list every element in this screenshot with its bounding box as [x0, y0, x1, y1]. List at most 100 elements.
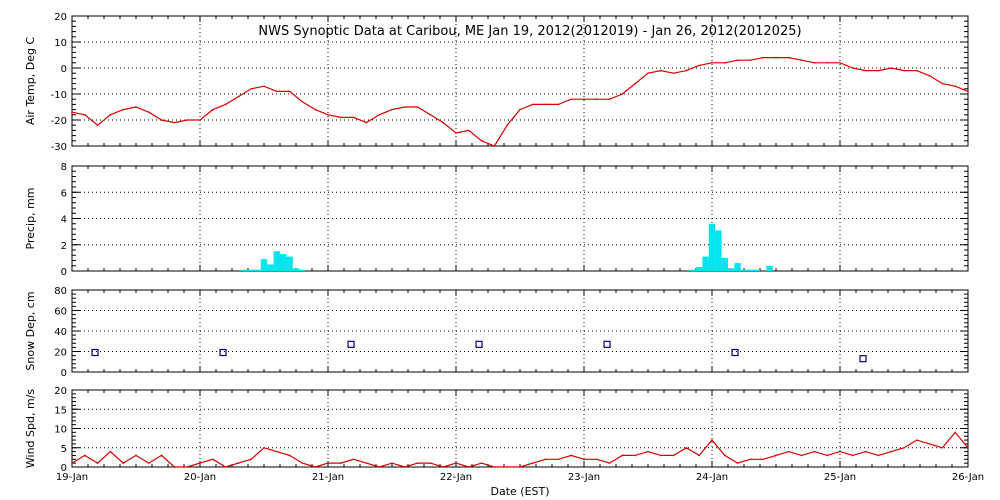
- panel-frame: [71, 165, 969, 272]
- y-tick-label: 10: [54, 38, 67, 49]
- temp-point: [468, 129, 470, 132]
- precip-bar: [696, 267, 703, 271]
- temp-point: [237, 95, 240, 98]
- wind-point: [378, 466, 381, 468]
- wind-point: [916, 439, 918, 441]
- wind-point: [941, 446, 944, 449]
- temp-point: [378, 114, 381, 116]
- temp-point: [276, 90, 278, 93]
- temp-point: [864, 69, 867, 72]
- temp-point: [634, 82, 636, 85]
- wind-point: [468, 466, 470, 468]
- temp-point: [391, 108, 393, 111]
- precip-bar: [740, 269, 748, 271]
- panel-snow: 80 60 40 20 0 Snow Dep, cm: [24, 286, 969, 379]
- precip-bar: [286, 256, 293, 271]
- temp-point: [544, 103, 547, 106]
- precip-bar: [747, 269, 754, 271]
- wind-point: [160, 454, 163, 457]
- temp-point: [711, 62, 713, 64]
- temp-point: [608, 98, 611, 100]
- temp-point: [416, 106, 419, 108]
- y-tick-label: 10: [54, 425, 67, 436]
- temp-point: [327, 114, 329, 116]
- chart-title: NWS Synoptic Data at Caribou, ME Jan 19,…: [258, 24, 801, 39]
- wind-point: [608, 462, 611, 464]
- precip-bar: [734, 263, 741, 271]
- wind-point: [544, 458, 547, 461]
- x-tick-label: 26-Jan: [952, 472, 984, 483]
- temp-point: [890, 67, 892, 69]
- panel-temp: 20 10 0 -10 -20 -30 Air Temp, Deg C: [24, 12, 969, 153]
- temp-point: [404, 106, 406, 108]
- temp-point: [365, 121, 368, 124]
- temp-point: [442, 121, 445, 124]
- temp-point: [570, 98, 572, 100]
- y-tick-label: 8: [61, 162, 67, 173]
- wind-point: [826, 454, 828, 457]
- precip-bar: [702, 256, 709, 271]
- wind-point: [199, 462, 201, 464]
- x-axis-label: Date (EST): [490, 485, 549, 498]
- x-tick-label: 20-Jan: [184, 472, 216, 483]
- temp-point: [173, 121, 176, 124]
- x-tick-label: 22-Jan: [440, 472, 472, 483]
- temp-point: [775, 56, 777, 59]
- wind-point: [711, 439, 713, 441]
- temp-point: [647, 72, 649, 74]
- wind-point: [506, 466, 509, 468]
- wind-point: [84, 454, 86, 457]
- temp-point: [532, 103, 534, 106]
- y-tick-label: 4: [61, 215, 67, 226]
- precip-bar: [267, 264, 274, 271]
- wind-point: [352, 458, 355, 461]
- temp-point: [788, 56, 790, 59]
- wind-point: [109, 450, 112, 453]
- y-tick-label: 0: [61, 267, 67, 278]
- y-tick-label: 40: [54, 327, 67, 338]
- temp-point: [928, 75, 931, 77]
- wind-point: [762, 458, 764, 461]
- wind-point: [621, 454, 624, 457]
- temp-point: [224, 103, 227, 106]
- temp-point: [967, 90, 969, 93]
- temp-point: [557, 103, 560, 106]
- y-axis-label: Precip, mm: [24, 188, 37, 250]
- temp-point: [621, 93, 624, 95]
- temp-point: [954, 85, 956, 87]
- wind-point: [698, 454, 700, 457]
- wind-point: [864, 450, 867, 453]
- wind-point: [224, 466, 227, 468]
- wind-point: [391, 462, 393, 464]
- wind-point: [660, 454, 662, 457]
- wind-line: [71, 431, 969, 468]
- wind-point: [288, 454, 291, 457]
- precip-bar: [753, 269, 760, 271]
- temp-point: [212, 108, 214, 111]
- temp-point: [429, 114, 432, 116]
- precip-bar: [292, 268, 300, 271]
- temp-line: [71, 56, 969, 147]
- precip-bar: [728, 268, 735, 271]
- wind-point: [813, 450, 816, 453]
- wind-point: [634, 454, 636, 457]
- temp-point: [596, 98, 598, 100]
- snow-depth-point: [859, 355, 867, 363]
- temp-point: [148, 111, 150, 113]
- y-tick-label: 0: [61, 463, 67, 474]
- wind-point: [455, 462, 457, 464]
- temp-point: [736, 59, 739, 61]
- temp-point: [455, 132, 457, 134]
- wind-point: [480, 462, 483, 464]
- wind-point: [852, 454, 854, 457]
- y-axis-label: Wind Spd, m/s: [24, 389, 37, 469]
- temp-point: [852, 67, 854, 69]
- panel-precip: 8 6 4 2 0 Precip, mm: [24, 162, 969, 278]
- temp-point: [506, 124, 509, 126]
- panel-frame: [71, 15, 969, 147]
- y-tick-label: 15: [54, 405, 67, 416]
- snow-depth-point: [219, 348, 227, 357]
- x-tick-label: 25-Jan: [824, 472, 856, 483]
- x-tick-label: 24-Jan: [696, 472, 728, 483]
